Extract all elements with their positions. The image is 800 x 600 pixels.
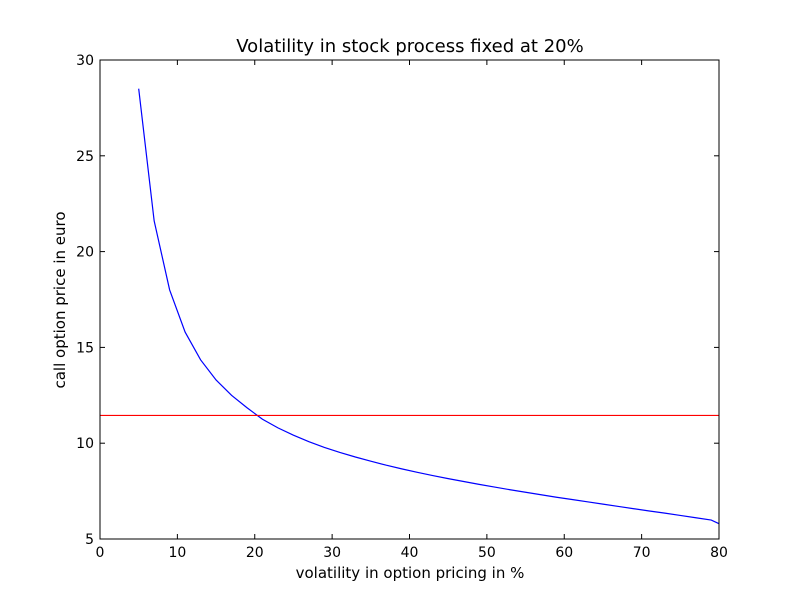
x-axis: 0 10 20 30 40 50 60 70 80 (96, 60, 728, 561)
y-tick-label: 30 (76, 53, 94, 69)
x-tick-label: 10 (168, 545, 186, 561)
chart-title: Volatility in stock process fixed at 20% (236, 36, 583, 57)
y-axis: 5 10 15 20 25 30 (76, 53, 719, 548)
x-tick-label: 70 (633, 545, 651, 561)
y-tick-label: 10 (76, 436, 94, 452)
plot-background (100, 60, 719, 539)
x-tick-label: 30 (323, 545, 341, 561)
x-tick-label: 50 (478, 545, 496, 561)
y-tick-label: 5 (85, 532, 94, 548)
series-line-call-price (138, 88, 719, 525)
x-axis-label: volatility in option pricing in % (296, 564, 525, 582)
x-tick-label: 20 (246, 545, 264, 561)
x-tick-label: 40 (401, 545, 419, 561)
x-tick-label: 0 (96, 545, 105, 561)
y-axis-label: call option price in euro (51, 211, 69, 388)
plot-area (99, 59, 720, 540)
x-tick-label: 80 (710, 545, 728, 561)
x-tick-label: 60 (555, 545, 573, 561)
y-tick-label: 20 (76, 245, 94, 261)
y-tick-label: 15 (76, 340, 94, 356)
y-tick-label: 25 (76, 149, 94, 165)
